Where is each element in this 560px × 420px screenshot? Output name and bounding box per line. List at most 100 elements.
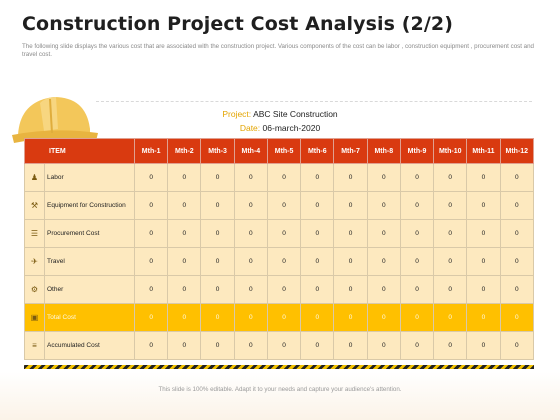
month-value-cell: 0: [433, 191, 468, 220]
row-item-name: Other: [43, 275, 136, 304]
month-value-cell: 0: [134, 275, 169, 304]
other-icon: ⚙: [30, 285, 39, 294]
month-value-cell: 0: [433, 247, 468, 276]
month-header: Mth-7: [333, 138, 368, 164]
month-value-cell: 0: [499, 331, 535, 360]
month-value-cell: 0: [200, 331, 235, 360]
month-value-cell: 0: [266, 303, 302, 332]
month-value-cell: 0: [134, 219, 169, 248]
row-item-name: Equipment for Construction: [43, 191, 136, 220]
month-value-cell: 0: [167, 275, 202, 304]
month-value-cell: 0: [300, 191, 335, 220]
page-title: Construction Project Cost Analysis (2/2): [22, 13, 454, 35]
month-value-cell: 0: [499, 191, 535, 220]
month-value-cell: 0: [433, 219, 468, 248]
month-value-cell: 0: [433, 163, 468, 192]
month-value-cell: 0: [300, 303, 335, 332]
month-value-cell: 0: [499, 275, 535, 304]
row-icon-cell: ⚒: [24, 191, 45, 220]
month-value-cell: 0: [300, 331, 335, 360]
month-value-cell: 0: [466, 275, 501, 304]
month-value-cell: 0: [200, 247, 235, 276]
month-value-cell: 0: [167, 331, 202, 360]
month-value-cell: 0: [167, 247, 202, 276]
month-value-cell: 0: [499, 303, 535, 332]
month-value-cell: 0: [399, 191, 435, 220]
table-row: ≡ Accumulated Cost 0 0 0 0 0 0 0 0 0 0 0 0: [24, 331, 535, 360]
worker-icon: ♟: [30, 173, 39, 182]
month-value-cell: 0: [399, 275, 435, 304]
month-value-cell: 0: [499, 247, 535, 276]
month-value-cell: 0: [167, 219, 202, 248]
month-value-cell: 0: [466, 247, 501, 276]
month-value-cell: 0: [266, 163, 302, 192]
month-value-cell: 0: [300, 247, 335, 276]
month-value-cell: 0: [333, 163, 368, 192]
month-value-cell: 0: [300, 163, 335, 192]
month-value-cell: 0: [399, 331, 435, 360]
month-value-cell: 0: [233, 219, 268, 248]
month-value-cell: 0: [200, 191, 235, 220]
page-subtitle: The following slide displays the various…: [22, 43, 535, 58]
project-line: Project: ABC Site Construction: [0, 109, 560, 119]
month-value-cell: 0: [466, 163, 501, 192]
row-icon-cell: ☰: [24, 219, 45, 248]
row-item-name: Procurement Cost: [43, 219, 136, 248]
month-value-cell: 0: [333, 331, 368, 360]
month-value-cell: 0: [366, 303, 401, 332]
month-value-cell: 0: [134, 191, 169, 220]
month-value-cell: 0: [399, 219, 435, 248]
month-value-cell: 0: [399, 163, 435, 192]
row-icon-cell: ≡: [24, 331, 45, 360]
month-value-cell: 0: [266, 275, 302, 304]
month-header: Mth-2: [167, 138, 202, 164]
month-value-cell: 0: [366, 331, 401, 360]
month-value-cell: 0: [466, 219, 501, 248]
divider-line: [96, 101, 532, 102]
cost-table: ITEM Mth-1 Mth-2 Mth-3 Mth-4 Mth-5 Mth-6…: [23, 138, 535, 360]
month-value-cell: 0: [200, 219, 235, 248]
month-value-cell: 0: [266, 331, 302, 360]
month-header: Mth-9: [399, 138, 435, 164]
month-value-cell: 0: [433, 303, 468, 332]
month-value-cell: 0: [134, 303, 169, 332]
row-icon-cell: ♟: [24, 163, 45, 192]
month-header: Mth-4: [233, 138, 268, 164]
row-icon-cell: ▣: [24, 303, 45, 332]
project-value: ABC Site Construction: [253, 109, 338, 119]
month-value-cell: 0: [200, 163, 235, 192]
month-header: Mth-1: [134, 138, 169, 164]
month-value-cell: 0: [200, 303, 235, 332]
total-icon: ▣: [30, 313, 39, 322]
procurement-icon: ☰: [30, 229, 39, 238]
month-value-cell: 0: [333, 191, 368, 220]
date-value: 06-march-2020: [262, 123, 321, 133]
month-header: Mth-5: [266, 138, 302, 164]
bottom-fade: [0, 372, 560, 420]
month-header: Mth-8: [366, 138, 401, 164]
month-value-cell: 0: [134, 163, 169, 192]
month-value-cell: 0: [366, 219, 401, 248]
equipment-icon: ⚒: [30, 201, 39, 210]
month-header: Mth-3: [200, 138, 235, 164]
accumulated-icon: ≡: [32, 341, 37, 350]
month-value-cell: 0: [167, 303, 202, 332]
month-value-cell: 0: [233, 247, 268, 276]
table-row: ✈ Travel 0 0 0 0 0 0 0 0 0 0 0 0: [24, 247, 535, 276]
month-value-cell: 0: [333, 275, 368, 304]
month-header: Mth-12: [499, 138, 535, 164]
month-header: Mth-11: [466, 138, 501, 164]
row-item-name: Travel: [43, 247, 136, 276]
month-value-cell: 0: [134, 247, 169, 276]
month-value-cell: 0: [134, 331, 169, 360]
month-value-cell: 0: [200, 275, 235, 304]
footer-note: This slide is 100% editable. Adapt it to…: [158, 386, 402, 393]
date-label: Date:: [239, 123, 261, 133]
month-value-cell: 0: [167, 163, 202, 192]
month-value-cell: 0: [333, 303, 368, 332]
month-value-cell: 0: [300, 275, 335, 304]
row-item-name: Accumulated Cost: [43, 331, 136, 360]
month-value-cell: 0: [167, 191, 202, 220]
hazard-stripe: [24, 365, 534, 369]
month-value-cell: 0: [333, 219, 368, 248]
